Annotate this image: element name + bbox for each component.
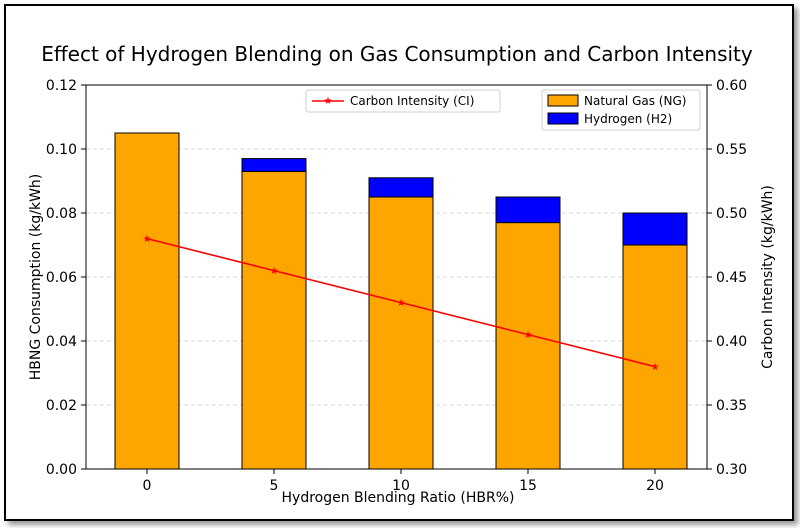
y-tick-label: 0.10 xyxy=(46,142,77,158)
y-tick-label: 0.00 xyxy=(46,462,77,478)
y2-tick-label: 0.35 xyxy=(716,398,747,414)
y-tick-label: 0.02 xyxy=(46,398,77,414)
legend-ci-star-icon: ★ xyxy=(324,96,333,107)
legend-h2-label: Hydrogen (H2) xyxy=(584,112,672,126)
ci-point-marker: ★ xyxy=(397,298,406,309)
y-axis-label: HBNG Consumption (kg/kWh) xyxy=(28,174,44,381)
carbon-intensity-line: ★ ★ ★ ★ ★ xyxy=(143,234,660,373)
chart-title: Effect of Hydrogen Blending on Gas Consu… xyxy=(41,42,753,66)
legend-bars-box xyxy=(541,89,701,131)
legend-h2-swatch xyxy=(547,112,579,125)
left-axis-ticks: 0.00 0.02 0.04 0.06 0.08 0.10 0.12 xyxy=(46,78,86,478)
y2-tick-label: 0.30 xyxy=(716,462,747,478)
legend-bars: Natural Gas (NG) Hydrogen (H2) xyxy=(541,89,701,131)
legend-ci-label: Carbon Intensity (CI) xyxy=(350,94,474,108)
y-tick-label: 0.08 xyxy=(46,206,77,222)
y-tick-label: 0.12 xyxy=(46,78,77,94)
legend-ng-label: Natural Gas (NG) xyxy=(584,94,686,108)
bar-hydrogen xyxy=(241,158,307,172)
bar-natural-gas xyxy=(114,132,180,470)
x-tick-label: 10 xyxy=(392,478,410,494)
x-tick-label: 20 xyxy=(646,478,664,494)
y-tick-label: 0.04 xyxy=(46,334,77,350)
right-axis-ticks: 0.30 0.35 0.40 0.45 0.50 0.55 0.60 xyxy=(707,78,747,478)
ci-point-marker: ★ xyxy=(143,234,152,245)
bar-natural-gas xyxy=(368,196,434,470)
legend-line-box xyxy=(305,89,501,113)
y2-tick-label: 0.45 xyxy=(716,270,747,286)
legend-ng-swatch xyxy=(547,94,579,107)
y-tick-label: 0.06 xyxy=(46,270,77,286)
y2-tick-label: 0.55 xyxy=(716,142,747,158)
bar-hydrogen xyxy=(495,196,561,224)
bar-natural-gas xyxy=(622,244,688,470)
ci-point-marker: ★ xyxy=(651,362,660,373)
ci-point-marker: ★ xyxy=(524,330,533,341)
y2-tick-label: 0.40 xyxy=(716,334,747,350)
ci-point-marker: ★ xyxy=(270,266,279,277)
bar-hydrogen xyxy=(622,212,688,246)
ci-series-line xyxy=(146,237,656,368)
bar-natural-gas xyxy=(495,222,561,470)
x-axis-ticks: 0 5 10 15 20 xyxy=(143,469,664,494)
bar-hydrogen xyxy=(368,177,434,198)
bars xyxy=(114,132,688,470)
y2-tick-label: 0.50 xyxy=(716,206,747,222)
x-tick-label: 0 xyxy=(143,478,152,494)
y2-tick-label: 0.60 xyxy=(716,78,747,94)
x-tick-label: 5 xyxy=(270,478,279,494)
x-axis-label: Hydrogen Blending Ratio (HBR%) xyxy=(282,490,515,506)
x-tick-label: 15 xyxy=(519,478,537,494)
legend-line: ★ Carbon Intensity (CI) xyxy=(305,89,501,113)
bar-natural-gas xyxy=(241,170,307,470)
y2-axis-label: Carbon Intensity (kg/kWh) xyxy=(760,185,776,369)
